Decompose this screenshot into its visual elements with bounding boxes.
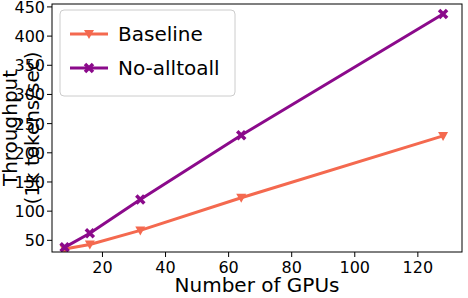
y-tick — [47, 6, 52, 7]
plot-frame — [52, 4, 462, 252]
marker — [135, 226, 145, 235]
legend-box — [60, 10, 235, 96]
chart-root: 2040608010012050100150200250300350400450… — [0, 0, 468, 298]
marker — [85, 240, 95, 249]
legend-marker — [84, 30, 94, 39]
y-tick — [47, 94, 52, 95]
x-tick — [228, 252, 229, 257]
y-tick — [47, 65, 52, 66]
marker — [237, 131, 245, 139]
x-tick — [102, 252, 103, 257]
x-tick — [291, 252, 292, 257]
x-tick-label: 40 — [155, 258, 175, 277]
y-tick — [47, 181, 52, 182]
y-axis-label-line: Throughput — [0, 70, 22, 187]
x-tick-label: 120 — [403, 258, 434, 277]
legend-label: Baseline — [118, 22, 203, 46]
legend-label: No-alltoall — [118, 56, 220, 80]
x-tick — [354, 252, 355, 257]
series-line — [65, 136, 443, 249]
marker — [236, 194, 246, 203]
chart: 2040608010012050100150200250300350400450… — [0, 0, 468, 298]
x-tick — [417, 252, 418, 257]
marker — [439, 10, 447, 18]
y-tick — [47, 123, 52, 124]
y-tick — [47, 240, 52, 241]
y-tick — [47, 36, 52, 37]
legend: Baseline No-alltoall — [60, 10, 235, 96]
x-axis-label: Number of GPUs — [175, 273, 340, 297]
y-axis-label-line: (1k tokens/sec) — [20, 51, 44, 204]
x-tick-label: 20 — [92, 258, 112, 277]
y-tick-label: 50 — [25, 231, 45, 250]
marker — [136, 195, 144, 203]
y-tick — [47, 152, 52, 153]
legend-marker — [85, 64, 93, 72]
y-tick-label: 450 — [14, 0, 45, 17]
plot-area — [60, 10, 448, 252]
x-tick-label: 100 — [339, 258, 370, 277]
y-axis-label: Throughput(1k tokens/sec) — [0, 51, 44, 204]
y-tick — [47, 211, 52, 212]
marker — [438, 132, 448, 141]
y-tick-label: 400 — [14, 27, 45, 46]
marker — [61, 243, 69, 251]
marker — [86, 229, 94, 237]
x-tick — [165, 252, 166, 257]
